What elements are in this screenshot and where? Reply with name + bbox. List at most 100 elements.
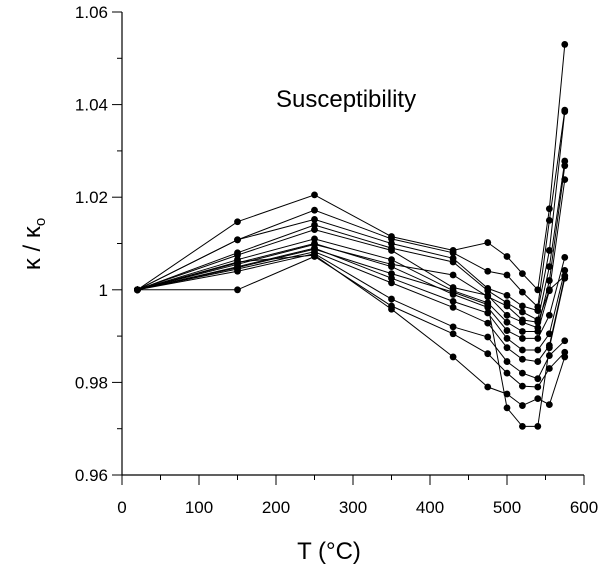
data-point xyxy=(519,355,526,363)
data-point xyxy=(519,302,526,310)
data-point xyxy=(388,279,395,287)
data-point xyxy=(534,318,542,326)
data-point xyxy=(519,270,526,277)
data-point xyxy=(449,297,457,305)
data-point xyxy=(134,286,141,294)
data-point xyxy=(545,352,553,359)
data-point xyxy=(503,404,511,412)
x-tick-label: 300 xyxy=(339,498,367,517)
y-tick-label: 0.96 xyxy=(75,466,108,485)
y-axis-title: κ / κo xyxy=(19,218,49,270)
data-point xyxy=(388,270,395,277)
series-line xyxy=(137,110,566,308)
data-point xyxy=(561,337,569,345)
data-point xyxy=(449,288,457,296)
data-point xyxy=(519,308,526,316)
svg-text:κ / κo: κ / κo xyxy=(19,218,49,270)
series-5 xyxy=(134,162,569,332)
data-point xyxy=(561,162,569,170)
data-point xyxy=(519,288,526,296)
data-point xyxy=(534,335,542,342)
data-point xyxy=(534,328,542,335)
data-point xyxy=(311,191,318,199)
data-point xyxy=(503,318,511,326)
series-14 xyxy=(134,245,569,430)
y-tick-label: 1.02 xyxy=(75,188,108,207)
data-point xyxy=(534,383,542,391)
data-point xyxy=(519,346,526,354)
data-point xyxy=(311,216,318,223)
series-1 xyxy=(134,41,569,294)
data-point xyxy=(311,226,318,234)
data-point xyxy=(561,353,569,361)
chart-annotation: Susceptibility xyxy=(276,86,416,113)
data-point xyxy=(545,216,553,224)
x-tick-label: 600 xyxy=(570,498,598,517)
data-point xyxy=(534,346,542,354)
data-point xyxy=(388,260,395,268)
y-tick-label: 1.04 xyxy=(75,96,108,115)
data-point xyxy=(234,218,241,226)
data-point xyxy=(484,293,492,301)
data-point xyxy=(484,239,492,246)
data-point xyxy=(534,395,542,403)
axes: 0 100 200 300 400 500 600 0.96 0.98 1 1.02 1.04 1.06 xyxy=(75,3,598,517)
series-10 xyxy=(134,250,569,383)
data-point xyxy=(311,245,318,253)
data-point xyxy=(545,401,553,409)
y-axis-title-main: κ / κ xyxy=(19,225,46,270)
x-tick-label: 400 xyxy=(416,498,444,517)
y-tick-label: 1 xyxy=(99,281,108,300)
series-line xyxy=(137,251,566,363)
series-line xyxy=(137,243,566,323)
data-point xyxy=(449,353,457,361)
data-point xyxy=(561,41,569,48)
data-point xyxy=(388,295,395,303)
data-point xyxy=(311,251,318,259)
data-point xyxy=(484,383,492,391)
data-point xyxy=(561,108,569,115)
series-9 xyxy=(134,248,569,365)
data-point xyxy=(545,277,553,284)
data-point xyxy=(503,335,511,342)
data-point xyxy=(503,327,511,334)
data-point xyxy=(503,253,511,260)
data-point xyxy=(234,236,241,244)
data-point xyxy=(449,249,457,257)
data-point xyxy=(484,319,492,327)
data-point xyxy=(519,402,526,409)
data-point xyxy=(503,369,511,377)
data-point xyxy=(449,258,457,266)
data-point xyxy=(503,302,511,310)
data-point xyxy=(519,335,526,342)
data-point xyxy=(503,291,511,299)
data-point xyxy=(484,267,492,275)
data-point xyxy=(503,344,511,352)
data-point xyxy=(388,305,395,313)
data-point xyxy=(449,330,457,338)
x-tick-label: 0 xyxy=(117,498,126,517)
data-point xyxy=(561,274,569,282)
data-point xyxy=(484,333,492,341)
data-point xyxy=(503,271,511,279)
data-point xyxy=(519,328,526,335)
data-point xyxy=(561,253,569,261)
data-point xyxy=(545,365,553,372)
data-point xyxy=(561,266,569,274)
x-tick-label: 100 xyxy=(185,498,213,517)
data-point xyxy=(484,350,492,358)
y-axis-title-subscript: o xyxy=(32,218,49,226)
data-point xyxy=(545,311,553,319)
data-point xyxy=(534,358,542,365)
data-point xyxy=(545,286,553,294)
data-point xyxy=(545,330,553,338)
data-point xyxy=(534,375,542,383)
series-4 xyxy=(134,157,569,324)
data-point xyxy=(449,323,457,331)
data-point xyxy=(561,176,569,184)
data-point xyxy=(234,286,241,294)
data-point xyxy=(519,316,526,324)
data-point xyxy=(503,311,511,319)
